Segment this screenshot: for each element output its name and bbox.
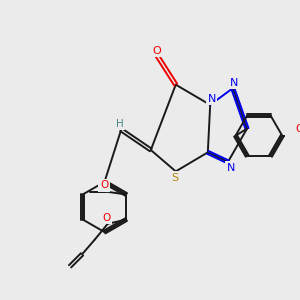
Text: S: S: [171, 172, 178, 183]
Text: O: O: [295, 124, 300, 134]
Text: O: O: [152, 46, 161, 56]
Text: O: O: [100, 180, 108, 190]
Text: N: N: [230, 78, 238, 88]
Text: O: O: [102, 212, 110, 223]
Text: H: H: [116, 118, 124, 128]
Text: N: N: [207, 94, 216, 103]
Text: N: N: [227, 163, 235, 173]
